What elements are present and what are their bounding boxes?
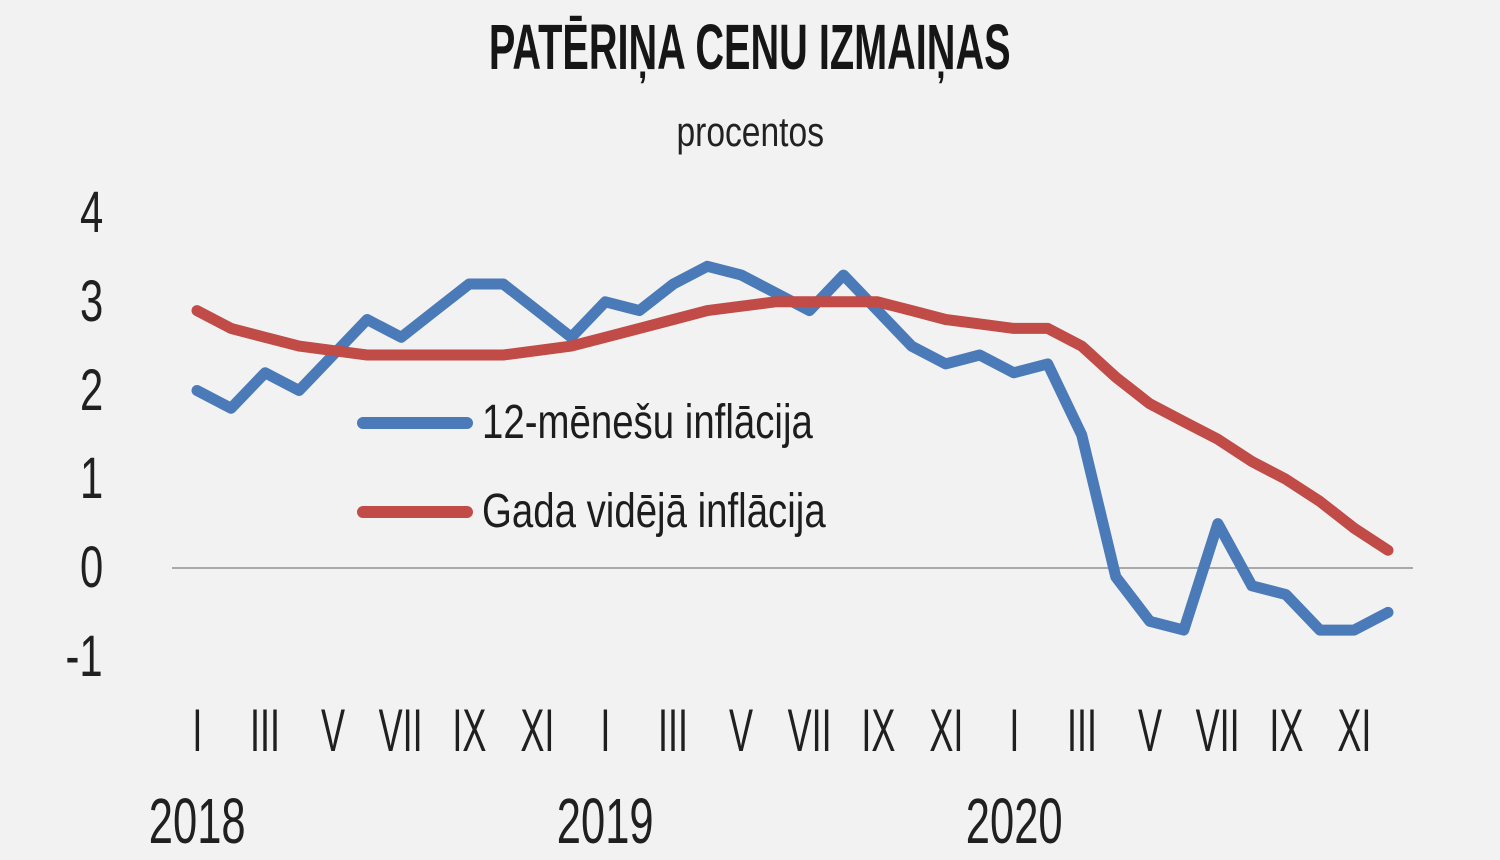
legend-label-annual-average-inflation: Gada vidējā inflācija [482, 485, 826, 538]
x-tick-label: V [728, 697, 754, 764]
chart-subtitle: procentos [0, 106, 1500, 158]
legend-label-12-month-inflation: 12-mēnešu inflācija [482, 396, 813, 449]
x-tick-label: I [599, 697, 610, 764]
y-tick-label: 2 [79, 358, 103, 423]
y-tick-label: 3 [79, 269, 103, 334]
x-tick-label: IX [1268, 697, 1304, 764]
x-tick-label: VII [1195, 697, 1240, 764]
y-tick-label: 1 [79, 446, 103, 511]
x-tick-label: XI [928, 697, 964, 764]
x-tick-label: XI [519, 697, 555, 764]
x-tick-label: I [1008, 697, 1019, 764]
legend-line-blue-icon [357, 417, 473, 429]
x-tick-label: VII [787, 697, 832, 764]
x-tick-label: III [657, 697, 688, 764]
x-tick-label: I [191, 697, 202, 764]
x-tick-label: III [249, 697, 280, 764]
chart-subtitle-text: procentos [676, 108, 824, 155]
chart-title-text: PATĒRIŅA CENU IZMAIŅAS [489, 11, 1011, 83]
legend-line-red-icon [357, 506, 473, 518]
year-label: 2019 [556, 785, 654, 857]
x-tick-label: V [1137, 697, 1163, 764]
y-tick-label: 4 [79, 180, 103, 245]
x-tick-label: VII [378, 697, 423, 764]
y-tick-label: -1 [65, 624, 103, 689]
chart-title: PATĒRIŅA CENU IZMAIŅAS [0, 12, 1500, 82]
x-tick-label: IX [860, 697, 896, 764]
x-tick-label: III [1066, 697, 1097, 764]
year-label: 2020 [965, 785, 1063, 857]
year-label: 2018 [148, 785, 246, 857]
x-tick-label: XI [1336, 697, 1372, 764]
x-tick-label: IX [451, 697, 487, 764]
y-tick-label: 0 [79, 535, 103, 600]
x-tick-label: V [320, 697, 346, 764]
